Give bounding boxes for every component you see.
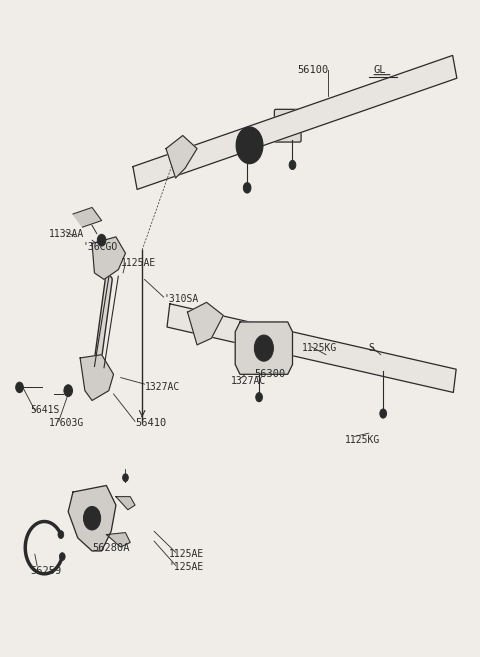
Text: 1125AE: 1125AE <box>168 549 204 559</box>
Circle shape <box>122 474 128 482</box>
Circle shape <box>84 507 101 530</box>
Polygon shape <box>166 135 197 178</box>
Circle shape <box>256 393 263 402</box>
Circle shape <box>243 183 251 193</box>
Polygon shape <box>116 497 135 510</box>
Circle shape <box>254 335 274 361</box>
Circle shape <box>16 382 24 393</box>
Polygon shape <box>133 55 457 189</box>
Text: 56280A: 56280A <box>92 543 130 553</box>
Circle shape <box>64 385 72 397</box>
Polygon shape <box>73 208 102 227</box>
Polygon shape <box>68 486 116 551</box>
Polygon shape <box>235 322 292 374</box>
Text: 1327AC: 1327AC <box>230 376 266 386</box>
Text: 56410: 56410 <box>135 419 166 428</box>
Circle shape <box>97 235 106 246</box>
Text: 1125KG: 1125KG <box>302 343 337 353</box>
Text: '36CGO: '36CGO <box>83 242 118 252</box>
Circle shape <box>60 553 65 560</box>
Text: 1125AE: 1125AE <box>120 258 156 268</box>
Circle shape <box>289 160 296 170</box>
Text: '310SA: '310SA <box>164 294 199 304</box>
Text: 5641S: 5641S <box>30 405 60 415</box>
Text: 1132AA: 1132AA <box>49 229 84 238</box>
Polygon shape <box>107 533 130 547</box>
Circle shape <box>236 127 263 164</box>
Text: 56259: 56259 <box>30 566 61 576</box>
Text: 17603G: 17603G <box>49 419 84 428</box>
Polygon shape <box>80 355 114 401</box>
Text: '125AE: '125AE <box>168 562 204 572</box>
Polygon shape <box>92 237 125 279</box>
Text: S: S <box>369 343 375 353</box>
Polygon shape <box>167 304 456 392</box>
Text: 1327AC: 1327AC <box>144 382 180 392</box>
Circle shape <box>58 531 64 539</box>
Text: 56100: 56100 <box>297 65 328 75</box>
Polygon shape <box>188 302 223 345</box>
Circle shape <box>380 409 386 418</box>
Text: 1125KG: 1125KG <box>345 435 380 445</box>
Text: GL: GL <box>373 65 386 75</box>
FancyBboxPatch shape <box>275 109 301 142</box>
Text: 56300: 56300 <box>254 369 286 379</box>
